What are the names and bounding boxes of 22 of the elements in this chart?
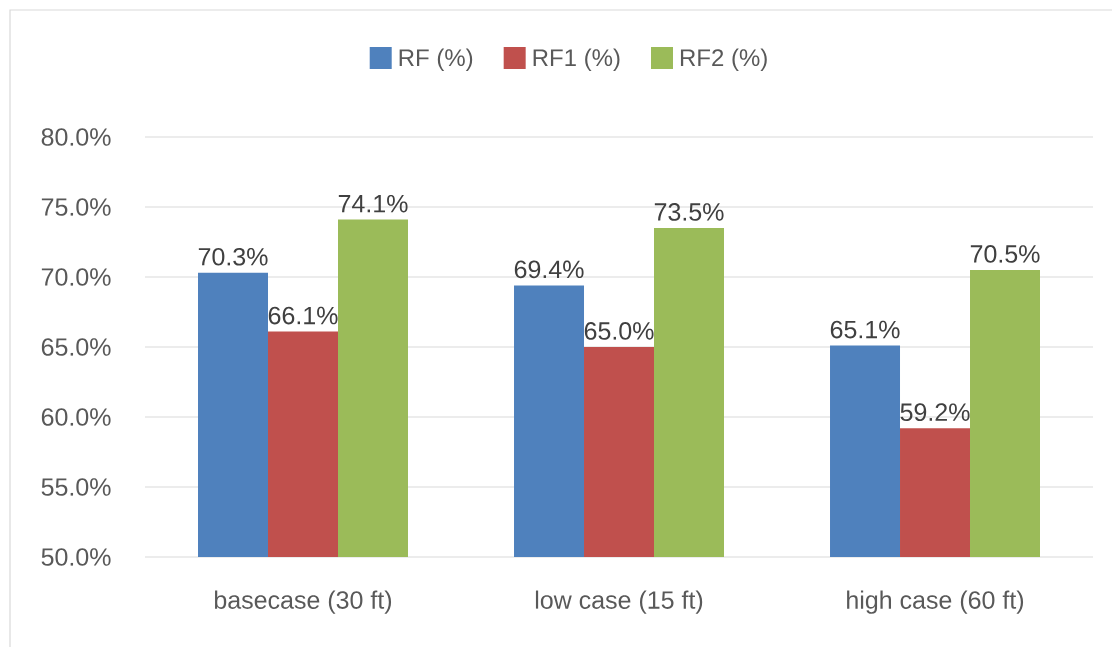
x-tick-label: basecase (30 ft) (214, 590, 392, 614)
data-label: 74.1% (338, 194, 408, 213)
y-tick-label: 50.0% (41, 548, 111, 566)
data-label: 73.5% (654, 203, 724, 221)
y-tick-label: 65.0% (41, 338, 111, 356)
legend-label: RF1 (%) (533, 48, 620, 71)
x-tick-label: high case (60 ft) (847, 590, 1024, 614)
y-tick-label: 60.0% (41, 408, 111, 426)
x-tick-label: low case (15 ft) (535, 590, 703, 614)
data-label: 65.0% (584, 322, 654, 340)
y-tick-label: 80.0% (41, 128, 111, 146)
legend-label: RF (%) (399, 48, 473, 71)
data-label: 66.1% (268, 306, 338, 325)
y-tick-label: 75.0% (41, 198, 111, 216)
y-tick-label: 55.0% (41, 478, 111, 496)
data-label: 65.1% (830, 320, 900, 339)
data-label: 70.3% (198, 247, 268, 266)
legend-label: RF2 (%) (680, 48, 767, 71)
data-label: 59.2% (900, 403, 970, 422)
y-tick-label: 70.0% (41, 268, 111, 286)
data-label: 70.5% (970, 245, 1040, 263)
data-label: 69.4% (514, 260, 584, 279)
